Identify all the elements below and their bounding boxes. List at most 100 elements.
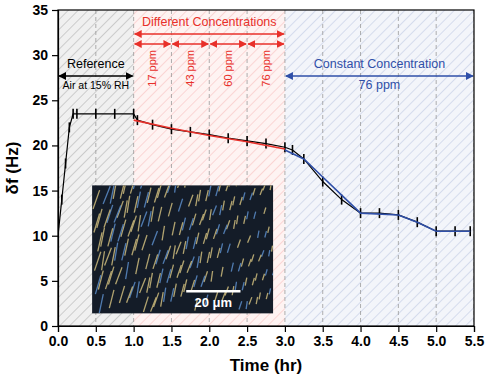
inset-streak [117,201,123,218]
inset-streak [230,201,232,210]
inset-streak [196,233,199,245]
series-marker [72,109,74,119]
inset-streak [251,254,253,261]
x-tick-label: 2.0 [200,333,220,349]
y-tick: 5 [40,273,58,289]
x-tick: 1.5 [162,326,182,349]
range-arrow [135,43,171,44]
inset-streak [173,245,175,259]
series-marker [265,139,267,149]
y-tick-mark [52,100,58,101]
x-tick-label: 1.0 [124,333,144,349]
inset-streak [181,284,184,297]
x-tick-label: 0.0 [49,333,69,349]
inset-streak [246,301,247,309]
inset-streak [262,274,264,281]
x-tick-mark [171,326,172,332]
inset-streak [107,205,113,223]
x-axis-line [59,327,475,333]
annotations: ReferenceAir at 15% RHDifferent Concentr… [59,15,473,92]
y-tick-mark [52,326,58,327]
inset-streak [104,209,110,227]
inset-streak [93,190,100,209]
x-tick-mark [285,326,286,332]
inset-streak [231,263,233,272]
inset-streak [191,280,195,292]
range-arrow [135,33,284,34]
inset-streak [258,231,259,238]
scale-bar-label: 20 μm [195,295,233,310]
inset-streak [128,220,134,236]
range-arrow [286,75,473,76]
inset-streak [240,197,242,205]
y-tick-label: 20 [32,137,48,153]
inset-streak [213,205,217,215]
x-tick: 2.0 [200,326,220,349]
region-sublabel: 76 ppm [359,78,401,92]
series-marker [114,109,116,119]
inset-streak [264,208,266,214]
inset-streak [203,233,206,244]
inset-streak [172,222,175,236]
inset-streak [248,235,251,242]
inset-streak [197,256,199,268]
y-tick-mark [52,145,58,146]
y-tick-mark [52,10,58,11]
inset-streak [114,205,121,222]
inset-streak [237,240,240,248]
x-tick-mark [247,326,248,332]
y-tick-label: 0 [40,318,48,334]
y-tick-label: 30 [32,47,48,63]
series-marker [69,122,71,132]
inset-streak [136,258,139,274]
inset-streak [138,215,140,231]
y-tick-label: 15 [32,183,48,199]
inset-streak [108,228,113,246]
x-axis: 0.00.51.01.52.02.53.03.54.04.55.05.5 [49,326,485,349]
inset-streak [187,261,192,273]
x-tick: 3.5 [313,326,333,349]
inset-streak [217,248,220,258]
series-line [134,120,285,149]
inset-streak [220,205,222,215]
inset-streak [256,297,257,304]
inset-streak [238,263,241,271]
inset-streak [249,297,252,304]
inset-streak [200,252,202,264]
inset-streak [147,277,150,292]
y-tick-mark [52,55,58,56]
inset-streak [268,227,269,233]
inset-streak [242,282,244,290]
inset-streak [98,232,102,251]
inset-streak [260,189,263,196]
x-axis-title: Time (hr) [230,356,302,375]
inset-streak [157,273,161,288]
range-arrow [248,43,284,44]
inset-streak [122,243,126,260]
interval-label: 76 ppm [260,50,272,87]
x-tick: 5.0 [427,326,447,349]
inset-streak [151,297,157,311]
x-tick-mark [360,326,361,332]
inset-streak [178,199,182,212]
inset-streak [102,251,105,270]
inset-streak [244,216,246,224]
inset-streak [247,211,248,219]
inset-streak [200,214,204,225]
x-tick-label: 5.5 [465,333,485,349]
inset-streak [252,278,254,285]
y-tick: 30 [32,47,58,63]
inset-streak [234,220,236,229]
inset-streak [164,288,166,302]
inset-streak [254,212,256,219]
y-tick-label: 25 [32,92,48,108]
inset-streak [206,190,208,201]
inset-streak [193,237,196,249]
y-axis: 05101520253035 [32,2,58,334]
interval-label: 60 ppm [222,50,234,87]
inset-streak [105,271,111,289]
inset-streak [196,194,198,206]
inset-streak [94,213,100,232]
inset-streak [233,196,235,205]
inset-streak [250,193,252,200]
